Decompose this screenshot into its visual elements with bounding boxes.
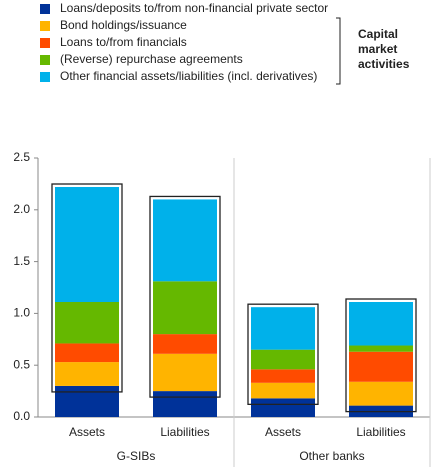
legend-label: Loans/deposits to/from non-financial pri… [60, 1, 328, 15]
bar-segment [349, 381, 413, 406]
capital-market-box [247, 303, 319, 406]
bar-segment [55, 187, 119, 303]
group-label: G-SIBs [117, 449, 156, 463]
bar-segment [251, 349, 315, 370]
bar-segment [153, 334, 217, 354]
bar-segment [251, 398, 315, 417]
legend-swatch [40, 38, 50, 48]
y-tick-label: 1.5 [13, 254, 30, 268]
y-tick-label: 0.5 [13, 357, 30, 371]
legend-label: Bond holdings/issuance [60, 18, 187, 32]
bar-segment [251, 382, 315, 399]
bar-segment [153, 199, 217, 282]
y-tick-label: 2.0 [13, 202, 30, 216]
group-label: Other banks [299, 449, 364, 463]
x-tick-label: Assets [265, 425, 301, 439]
legend-swatch [40, 21, 50, 31]
y-tick-label: 0.0 [13, 409, 30, 423]
annotation: Capital market activities [358, 27, 410, 71]
legend-bracket [336, 17, 341, 85]
capital-market-box [51, 183, 123, 393]
x-tick-label: Liabilities [160, 425, 209, 439]
y-tick-label: 1.0 [13, 306, 30, 320]
bar-segment [153, 391, 217, 417]
x-tick-label: Liabilities [356, 425, 405, 439]
bar-segment [251, 369, 315, 383]
bar-segment [251, 307, 315, 350]
capital-market-box [149, 195, 221, 398]
x-tick-label: Assets [69, 425, 105, 439]
bar-segment [153, 281, 217, 335]
bar-segment [55, 362, 119, 386]
bar-segment [349, 345, 413, 352]
legend-label: Loans to/from financials [60, 35, 187, 49]
legend-label: (Reverse) repurchase agreements [60, 52, 243, 66]
legend-label: Other financial assets/liabilities (incl… [60, 69, 317, 83]
bar-segment [55, 343, 119, 363]
bar-segment [55, 385, 119, 417]
bar-segment [349, 302, 413, 346]
legend-swatch [40, 72, 50, 82]
bar-segment [153, 353, 217, 392]
legend-swatch [40, 4, 50, 14]
bar-segment [349, 351, 413, 382]
y-tick-label: 2.5 [13, 150, 30, 164]
bar-segment [55, 302, 119, 344]
capital-market-box [345, 298, 417, 413]
legend-swatch [40, 55, 50, 65]
